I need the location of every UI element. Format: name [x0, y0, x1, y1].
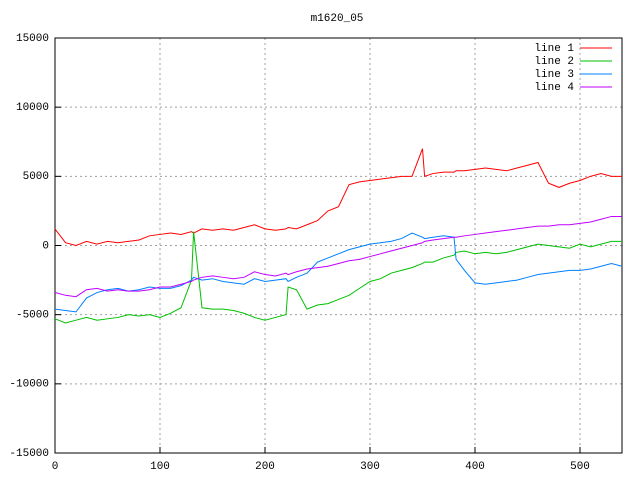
- series-line: [54, 215, 622, 298]
- y-tick-label: 10000: [16, 102, 49, 114]
- legend-label: line 4: [534, 82, 574, 94]
- legend-label: line 2: [534, 56, 574, 68]
- legend-label: line 1: [534, 43, 574, 55]
- series-line: [54, 148, 622, 247]
- y-tick-label: -10000: [9, 379, 49, 391]
- y-tick-label: -15000: [9, 448, 49, 460]
- legend-label: line 3: [534, 69, 574, 81]
- x-tick-label: 0: [52, 461, 59, 473]
- x-tick-label: 100: [150, 461, 170, 473]
- y-tick-label: 15000: [16, 33, 49, 45]
- x-tick-label: 300: [360, 461, 380, 473]
- y-tick-label: 5000: [23, 171, 49, 183]
- y-tick-label: 0: [42, 240, 49, 252]
- x-tick-label: 400: [465, 461, 485, 473]
- x-tick-label: 200: [255, 461, 275, 473]
- y-tick-label: -5000: [16, 310, 49, 322]
- series-line: [54, 231, 622, 324]
- plot-frame: [54, 37, 623, 454]
- chart-title: m1620_05: [311, 13, 364, 25]
- x-tick-label: 500: [570, 461, 590, 473]
